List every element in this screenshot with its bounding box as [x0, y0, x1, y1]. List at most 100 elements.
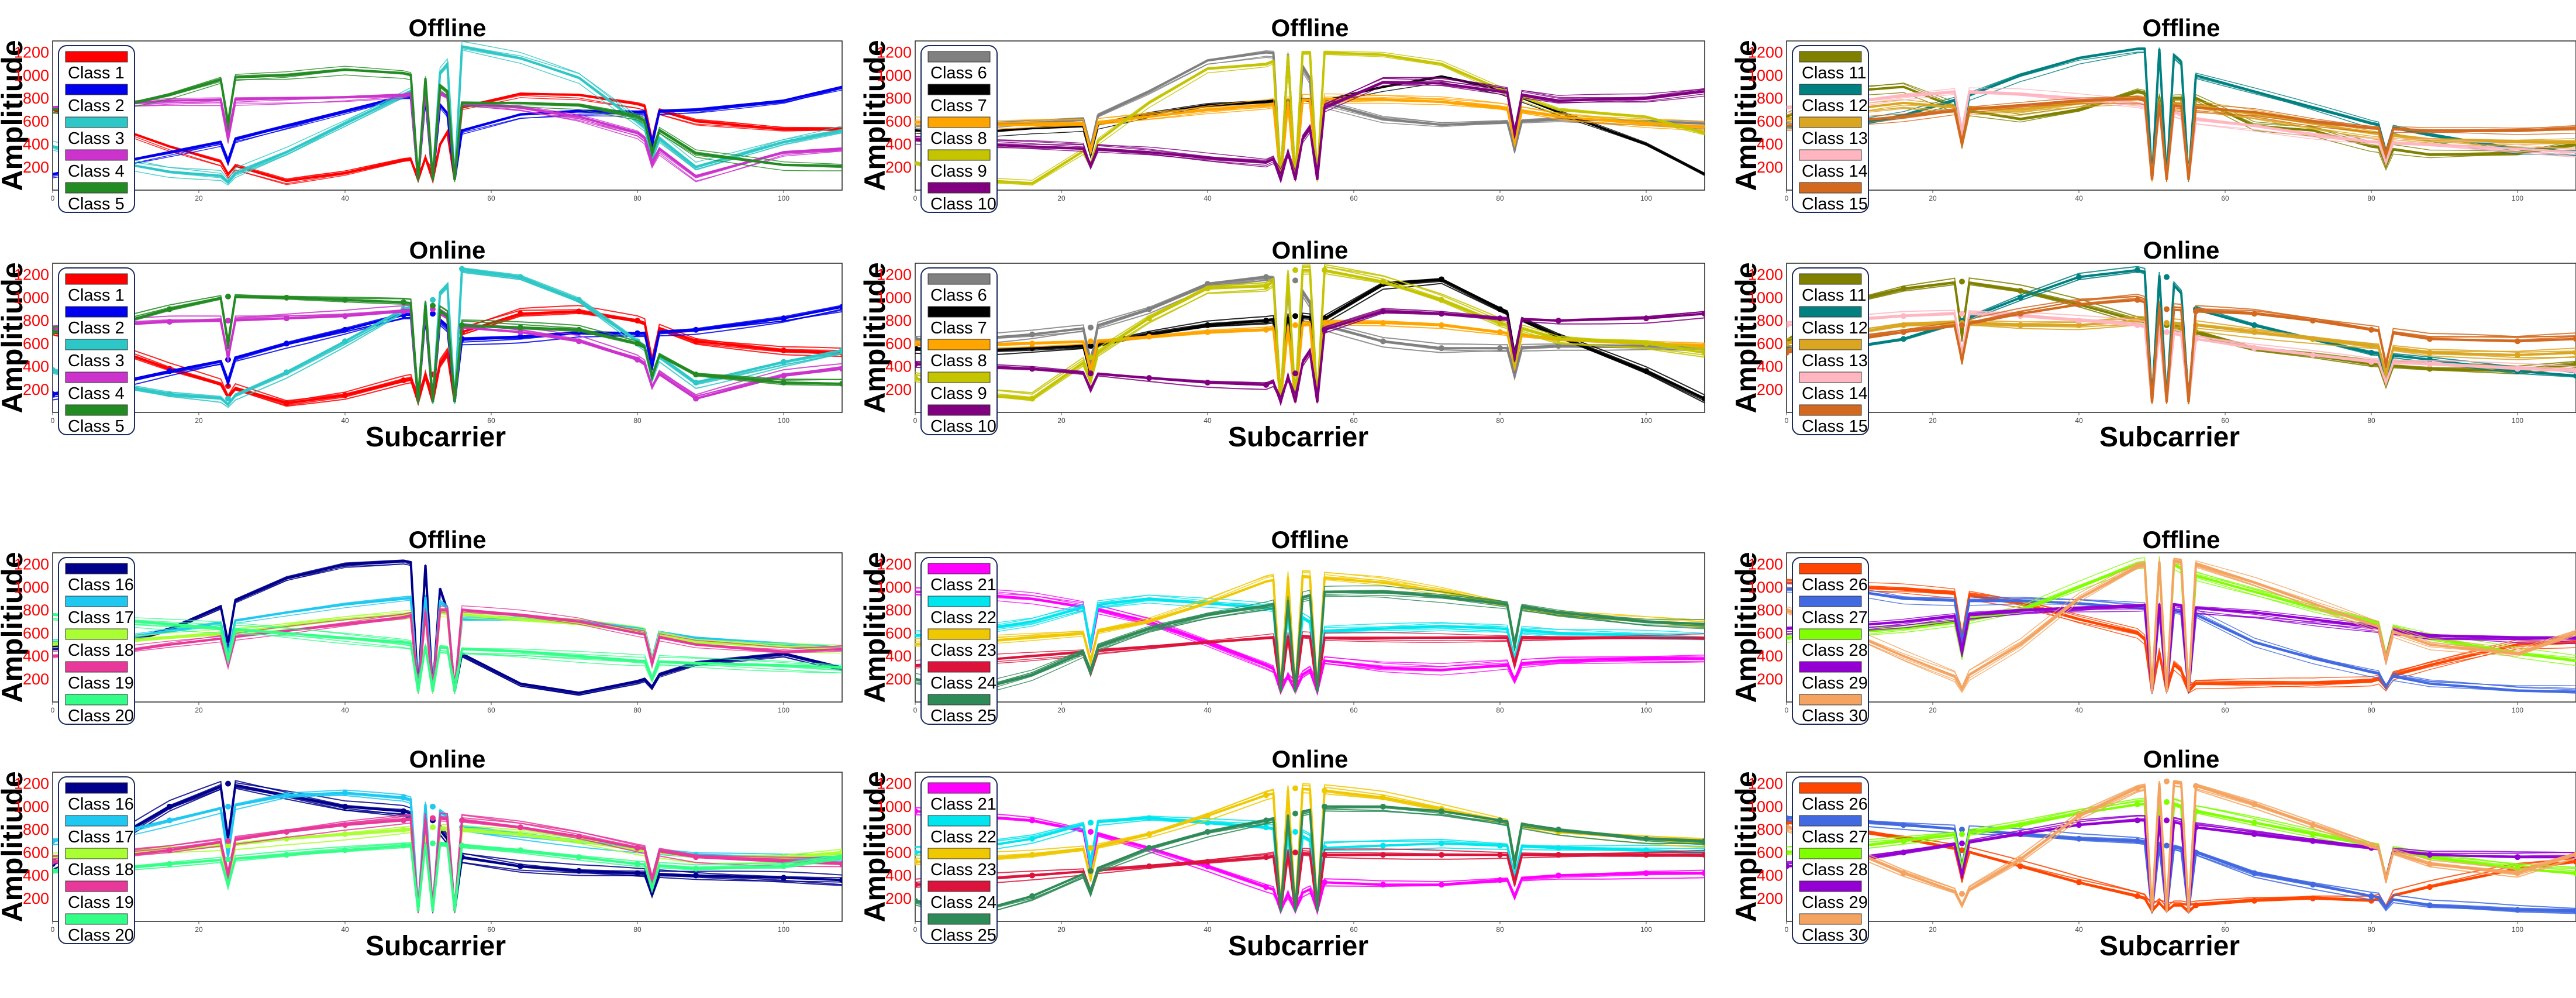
legend-label: Class 4	[68, 384, 125, 403]
y-tick-label: 400	[885, 136, 912, 153]
data-point	[1439, 311, 1444, 317]
y-tick-label: 600	[1757, 844, 1783, 861]
legend-label: Class 26	[1802, 795, 1868, 814]
y-axis-label: Amplitiude	[1730, 771, 1763, 922]
plot-area	[915, 570, 1705, 697]
legend-swatch	[65, 404, 128, 416]
y-tick-label: 200	[885, 670, 912, 688]
data-point	[693, 865, 699, 872]
data-point	[915, 361, 918, 367]
data-point	[2310, 352, 2316, 358]
mean-line	[915, 98, 1705, 180]
x-tick-label: 100	[2512, 706, 2523, 714]
x-tick-label: 40	[1203, 706, 1212, 714]
legend-swatch	[927, 306, 991, 318]
legend-swatch	[927, 116, 991, 128]
data-point	[1959, 278, 1965, 285]
x-tick-label: 20	[1929, 925, 1937, 934]
x-tick-label: 60	[487, 194, 495, 202]
data-point	[1702, 395, 1705, 402]
data-point	[781, 347, 787, 354]
x-tick-label: 60	[2221, 417, 2229, 425]
data-point	[53, 329, 56, 335]
data-point	[2427, 366, 2433, 372]
data-point	[2573, 361, 2576, 367]
legend-swatch	[65, 149, 128, 161]
legend-swatch	[1799, 815, 1862, 827]
trace-line	[53, 613, 842, 689]
data-point	[1088, 868, 1094, 874]
data-point	[1497, 817, 1503, 824]
panel-title: Offline	[1271, 526, 1349, 553]
legend-label: Class 11	[1802, 64, 1867, 82]
mean-line	[915, 81, 1705, 184]
data-point	[915, 897, 918, 904]
data-point	[1263, 884, 1269, 890]
data-point	[2018, 856, 2023, 863]
data-point	[518, 863, 523, 869]
y-tick-label: 800	[23, 821, 49, 838]
x-tick-label: 60	[1350, 194, 1358, 202]
data-point	[430, 803, 436, 810]
y-tick-label: 800	[23, 312, 49, 329]
y-tick-label: 800	[1757, 601, 1783, 619]
legend-swatch	[65, 563, 128, 574]
data-point	[2076, 318, 2082, 324]
data-point	[1556, 318, 1561, 324]
data-point	[2573, 852, 2576, 858]
series-class-20	[53, 840, 842, 912]
data-point	[459, 322, 465, 328]
data-point	[781, 315, 787, 322]
data-point	[1643, 368, 1649, 374]
data-point	[1292, 370, 1298, 377]
data-point	[915, 375, 918, 381]
data-point	[1146, 815, 1152, 821]
series-class-27	[1787, 815, 2576, 914]
x-tick-label: 80	[633, 417, 642, 425]
data-point	[2310, 822, 2316, 828]
data-point	[1959, 890, 1965, 897]
data-point	[1380, 278, 1386, 285]
x-tick-label: 20	[195, 925, 203, 934]
mean-line	[53, 68, 842, 180]
data-point	[459, 817, 465, 824]
mean-line	[53, 608, 842, 692]
mean-line	[1787, 819, 2576, 911]
legend-swatch	[1799, 628, 1862, 640]
data-point	[1497, 842, 1503, 849]
data-point	[2515, 870, 2520, 876]
y-tick-label: 1000	[877, 579, 912, 596]
legend-swatch	[65, 815, 128, 827]
data-point	[1263, 318, 1269, 324]
data-point	[1702, 870, 1705, 876]
data-point	[1380, 803, 1386, 810]
data-point	[342, 803, 348, 810]
data-point	[430, 302, 436, 309]
legend-swatch	[1799, 661, 1862, 673]
data-point	[2515, 366, 2520, 372]
legend-label: Class 17	[68, 608, 134, 627]
series-class-21	[915, 807, 1705, 916]
panel-title: Online	[409, 236, 486, 264]
mean-line	[1787, 603, 2576, 692]
legend-label: Class 16	[68, 795, 134, 814]
series-class-9	[915, 264, 1705, 405]
data-point	[1497, 877, 1503, 883]
y-axis-label: Amplitiude	[858, 40, 891, 191]
y-tick-label: 400	[23, 136, 49, 153]
data-point	[518, 324, 523, 331]
data-point	[167, 817, 173, 824]
legend-swatch	[1799, 782, 1862, 794]
data-point	[1901, 822, 1906, 828]
data-point	[576, 854, 582, 861]
data-point	[781, 863, 787, 869]
legend-label: Class 4	[68, 162, 125, 181]
x-tick-label: 100	[2512, 194, 2523, 202]
data-point	[1556, 343, 1561, 349]
data-point	[634, 861, 640, 867]
mean-line	[915, 590, 1705, 696]
legend-swatch	[927, 563, 991, 574]
y-tick-label: 600	[885, 844, 912, 861]
legend-label: Class 9	[930, 162, 987, 181]
